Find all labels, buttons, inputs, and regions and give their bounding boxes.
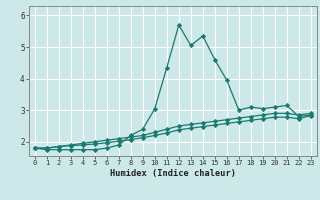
X-axis label: Humidex (Indice chaleur): Humidex (Indice chaleur) <box>110 169 236 178</box>
